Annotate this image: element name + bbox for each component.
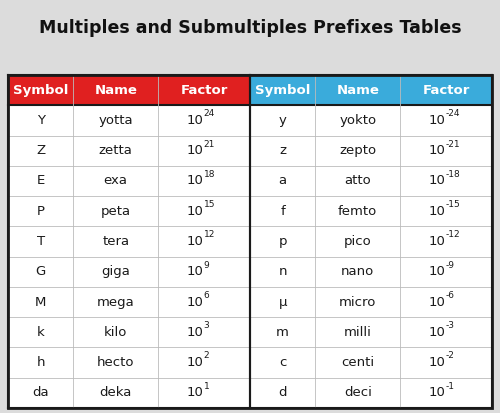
Text: deci: deci: [344, 387, 372, 399]
Text: 18: 18: [204, 170, 215, 179]
Text: 10: 10: [186, 114, 203, 127]
Text: mega: mega: [97, 296, 134, 309]
Text: P: P: [36, 205, 44, 218]
Text: -3: -3: [446, 321, 454, 330]
Text: f: f: [280, 205, 285, 218]
Text: yokto: yokto: [339, 114, 376, 127]
Text: Z: Z: [36, 144, 45, 157]
Text: Factor: Factor: [422, 84, 470, 97]
Text: tera: tera: [102, 235, 130, 248]
Text: a: a: [278, 174, 286, 188]
Text: 10: 10: [186, 205, 203, 218]
Text: femto: femto: [338, 205, 378, 218]
Text: deka: deka: [100, 387, 132, 399]
Text: y: y: [278, 114, 286, 127]
Text: nano: nano: [341, 265, 374, 278]
Bar: [250, 75, 492, 105]
Text: -21: -21: [446, 140, 460, 149]
Text: 10: 10: [428, 174, 445, 188]
Text: Symbol: Symbol: [255, 84, 310, 97]
Text: 10: 10: [428, 205, 445, 218]
Text: yotta: yotta: [98, 114, 133, 127]
Text: -18: -18: [446, 170, 460, 179]
Text: milli: milli: [344, 326, 372, 339]
Text: z: z: [279, 144, 286, 157]
Bar: [8, 75, 250, 105]
Text: 10: 10: [186, 144, 203, 157]
Text: Symbol: Symbol: [13, 84, 68, 97]
Text: 10: 10: [428, 265, 445, 278]
Text: -1: -1: [446, 382, 454, 391]
Text: Name: Name: [336, 84, 379, 97]
Text: h: h: [36, 356, 45, 369]
Text: 10: 10: [428, 387, 445, 399]
Text: 1: 1: [204, 382, 210, 391]
Text: 9: 9: [204, 261, 210, 270]
Text: 24: 24: [204, 109, 215, 118]
Text: k: k: [37, 326, 44, 339]
Text: 10: 10: [428, 144, 445, 157]
Text: 12: 12: [204, 230, 215, 240]
Text: -12: -12: [446, 230, 460, 240]
Bar: [8, 75, 492, 408]
Text: Multiples and Submultiples Prefixes Tables: Multiples and Submultiples Prefixes Tabl…: [38, 19, 462, 37]
Text: exa: exa: [104, 174, 128, 188]
Text: peta: peta: [100, 205, 131, 218]
Text: d: d: [278, 387, 287, 399]
Bar: [8, 75, 492, 408]
Text: M: M: [35, 296, 46, 309]
Text: 10: 10: [186, 265, 203, 278]
Text: -9: -9: [446, 261, 454, 270]
Text: c: c: [279, 356, 286, 369]
Text: pico: pico: [344, 235, 372, 248]
Text: 10: 10: [428, 356, 445, 369]
Text: 2: 2: [204, 351, 209, 361]
Text: 3: 3: [204, 321, 210, 330]
Text: E: E: [36, 174, 45, 188]
Text: -24: -24: [446, 109, 460, 118]
Text: 10: 10: [186, 387, 203, 399]
Text: giga: giga: [102, 265, 130, 278]
Text: Factor: Factor: [180, 84, 228, 97]
Text: Y: Y: [36, 114, 44, 127]
Text: micro: micro: [339, 296, 376, 309]
Text: G: G: [36, 265, 46, 278]
Text: n: n: [278, 265, 287, 278]
Text: -15: -15: [446, 200, 460, 209]
Text: zepto: zepto: [339, 144, 376, 157]
Text: -6: -6: [446, 291, 454, 300]
Text: 10: 10: [186, 235, 203, 248]
Text: 15: 15: [204, 200, 215, 209]
Text: -2: -2: [446, 351, 454, 361]
Text: 10: 10: [428, 326, 445, 339]
Text: 10: 10: [186, 296, 203, 309]
Text: 10: 10: [428, 114, 445, 127]
Text: Name: Name: [94, 84, 137, 97]
Text: T: T: [36, 235, 44, 248]
Text: 10: 10: [428, 296, 445, 309]
Text: atto: atto: [344, 174, 371, 188]
Text: kilo: kilo: [104, 326, 128, 339]
Text: p: p: [278, 235, 287, 248]
Text: zetta: zetta: [99, 144, 132, 157]
Text: 10: 10: [186, 356, 203, 369]
Text: 6: 6: [204, 291, 210, 300]
Text: m: m: [276, 326, 289, 339]
Text: hecto: hecto: [97, 356, 134, 369]
Text: 21: 21: [204, 140, 215, 149]
Text: da: da: [32, 387, 49, 399]
Text: 10: 10: [428, 235, 445, 248]
Text: 10: 10: [186, 326, 203, 339]
Text: 10: 10: [186, 174, 203, 188]
Text: centi: centi: [341, 356, 374, 369]
Text: μ: μ: [278, 296, 287, 309]
